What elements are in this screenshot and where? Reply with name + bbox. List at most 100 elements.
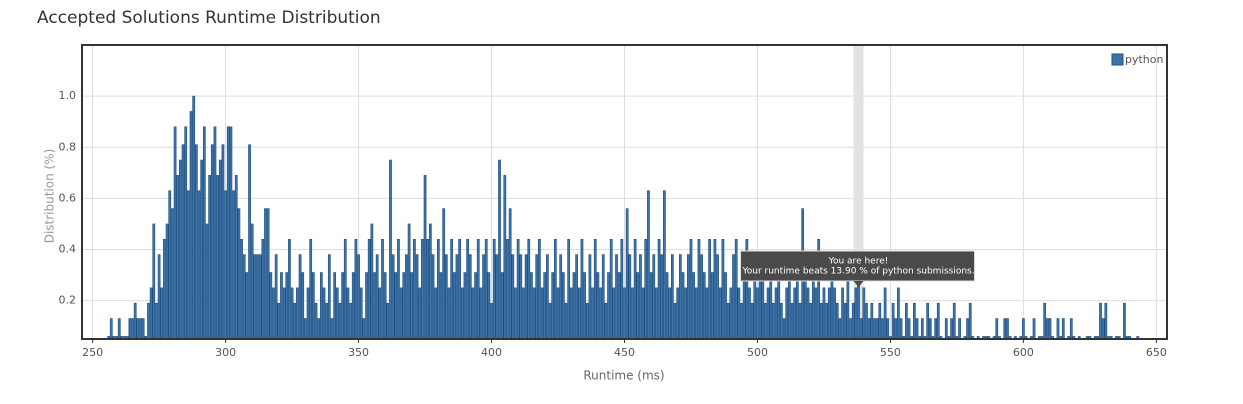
bar [920,318,924,338]
bar [782,318,786,338]
bar [543,272,547,338]
bar [304,318,307,338]
x-tick-label: 300 [215,346,236,359]
bar [865,302,868,338]
bar [952,302,956,338]
bar [123,336,126,338]
bar [1136,336,1140,338]
bar [155,302,158,338]
bar [1099,302,1102,338]
bar [1056,318,1060,338]
bar [873,318,876,338]
bar [628,254,632,338]
bar [248,144,251,338]
bar [165,223,169,338]
bar [391,254,395,338]
bar [524,254,528,338]
bar [1040,336,1044,338]
bar [237,208,241,338]
bar [761,272,765,338]
bar [620,238,624,338]
bar [429,223,432,338]
tooltip-text: Your runtime beats 13.90 % of python sub… [741,267,974,277]
bar [266,208,270,338]
bar [854,287,858,338]
bar [734,238,738,338]
bar [1022,318,1025,338]
bar [309,238,313,338]
bar [269,272,273,338]
bar [351,272,355,338]
bar [389,159,392,338]
bar [780,302,783,338]
bar [245,272,249,338]
bar [1115,336,1118,338]
bar [171,208,174,338]
bar [1123,302,1126,338]
bar [546,254,549,338]
bar [423,175,427,338]
bar [1024,336,1028,338]
bar [179,159,182,338]
bar [338,302,342,338]
bar [386,302,390,338]
bar [665,272,669,338]
bar [200,159,204,338]
bar [742,272,746,338]
bar [702,272,706,338]
y-tick-label: 0.2 [59,294,77,307]
bar [141,318,145,338]
bar [968,302,972,338]
grid [82,45,1167,339]
bar [421,238,424,338]
bar [484,238,488,338]
bar [210,144,214,338]
bar [950,318,953,338]
tooltip-text: You are here! [828,257,889,267]
bar [607,272,610,338]
bar [918,336,922,338]
bar [357,254,360,338]
bar [966,318,969,338]
bar [128,318,132,338]
bar [846,272,850,338]
bar [551,272,555,338]
bar [436,238,440,338]
bar [984,336,988,338]
bar [288,238,291,338]
legend-label: python [1125,53,1164,66]
bar [375,254,379,338]
bar [692,272,696,338]
bar [724,272,727,338]
bar [293,302,297,338]
bar [274,254,278,338]
bar [995,318,999,338]
y-tick-label: 1.0 [59,89,77,102]
bar [756,287,759,338]
bar [697,238,701,338]
bar [335,287,339,338]
bar [849,318,852,338]
bar [301,272,305,338]
bar [242,254,246,338]
x-tick-label: 500 [747,346,768,359]
bar [886,318,890,338]
bar [492,238,496,338]
bar [314,302,318,338]
bar [405,254,408,338]
bar [189,111,193,338]
bar [349,302,352,338]
bar [604,302,608,338]
bar [1032,318,1036,338]
x-tick-label: 250 [82,346,103,359]
bar [540,287,544,338]
bar [923,336,927,338]
bar [522,287,525,338]
bar [354,238,358,338]
bar [652,254,656,338]
bar [455,254,459,338]
bar [176,175,180,338]
bar [902,336,906,338]
bar [636,272,640,338]
